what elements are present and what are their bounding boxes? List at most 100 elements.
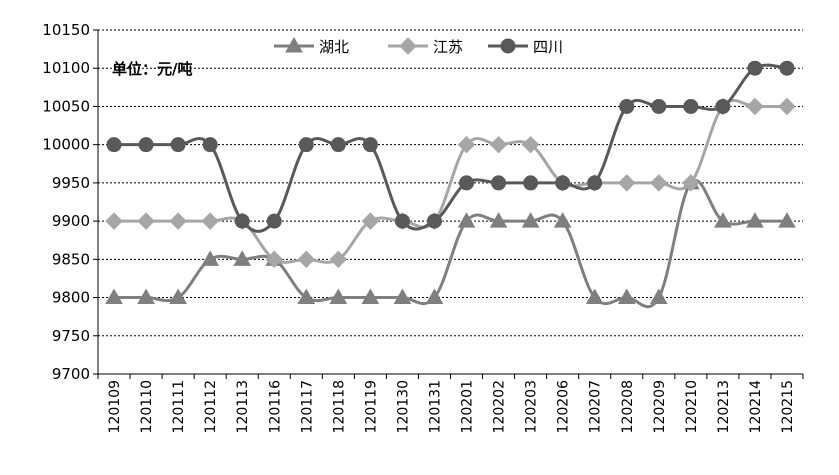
data-point [361, 212, 380, 230]
data-point [266, 213, 282, 229]
axes [93, 29, 804, 379]
data-point [169, 212, 187, 230]
x-tick-label: 120118 [331, 380, 347, 433]
data-point [265, 250, 283, 269]
x-tick-label: 120210 [684, 380, 700, 433]
unit-label: 单位：元/吨 [112, 60, 192, 78]
data-point [393, 288, 412, 305]
x-tick-label: 120112 [203, 380, 219, 433]
y-tick-label: 9800 [52, 289, 90, 307]
data-point [618, 174, 636, 192]
legend: 湖北 江苏 四川 [274, 36, 563, 56]
y-tick-label: 10150 [42, 21, 90, 39]
data-point [619, 98, 635, 114]
data-point [426, 213, 442, 229]
data-point [489, 135, 508, 154]
data-point [105, 288, 123, 305]
legend-label: 湖北 [319, 38, 349, 56]
legend-marker [399, 37, 417, 55]
data-point [425, 288, 444, 305]
data-point [233, 250, 252, 266]
data-point [778, 97, 796, 116]
x-tick-label: 120202 [492, 380, 508, 433]
data-point [746, 212, 764, 228]
x-tick-label: 120209 [652, 380, 668, 433]
data-point [201, 250, 220, 266]
x-tick-label: 120213 [716, 380, 732, 433]
data-point [650, 174, 668, 192]
x-tick-label: 120215 [780, 380, 796, 433]
data-point [106, 137, 122, 153]
data-point [523, 175, 539, 191]
series-0 [105, 173, 796, 309]
x-tick-label: 120109 [107, 380, 123, 433]
data-point [298, 137, 314, 153]
series-line [114, 63, 788, 233]
data-point [683, 98, 699, 114]
y-axis-ticks: 9700 9750 9800 9850 9900 9950 10000 10050 10100 1… [42, 21, 90, 383]
data-point [651, 98, 667, 114]
data-point [649, 288, 668, 305]
data-point [459, 175, 475, 191]
legend-marker [285, 36, 303, 53]
data-point [617, 288, 636, 305]
x-tick-label: 120203 [524, 380, 540, 433]
y-tick-label: 9950 [52, 174, 90, 192]
data-point [137, 288, 155, 305]
data-point [682, 174, 700, 192]
data-point [138, 137, 154, 153]
data-point [457, 212, 476, 228]
data-point [778, 212, 796, 228]
data-point [457, 135, 476, 154]
x-axis-ticks: 120109 120110 120111 120112 120113 120116 1201… [107, 380, 796, 434]
legend-item-1: 江苏 [388, 37, 463, 56]
y-tick-label: 10000 [42, 136, 90, 154]
data-point [169, 288, 187, 305]
legend-label: 江苏 [433, 38, 463, 56]
series-1 [105, 97, 796, 269]
x-tick-label: 120119 [363, 380, 379, 433]
y-tick-label: 10050 [42, 97, 90, 115]
data-point [297, 250, 316, 269]
data-point [329, 250, 348, 269]
legend-label: 四川 [533, 38, 563, 56]
x-tick-label: 120116 [267, 380, 283, 434]
x-tick-label: 120131 [427, 380, 443, 433]
data-point [361, 288, 380, 305]
series-group [105, 60, 796, 309]
legend-item-2: 四川 [488, 38, 563, 56]
y-tick-label: 10100 [42, 59, 90, 77]
series-line [114, 178, 787, 309]
y-tick-label: 9700 [52, 365, 90, 383]
series-2 [106, 60, 795, 233]
x-tick-label: 120130 [395, 380, 411, 433]
data-point [521, 212, 540, 228]
data-point [521, 135, 540, 154]
x-tick-label: 120208 [620, 380, 636, 433]
x-tick-label: 120117 [299, 380, 315, 433]
x-tick-label: 120111 [171, 380, 187, 433]
y-tick-label: 9850 [52, 250, 90, 268]
y-tick-label: 9750 [52, 327, 90, 345]
data-point [491, 175, 507, 191]
x-tick-label: 120206 [556, 380, 572, 434]
data-point [202, 137, 218, 153]
data-point [715, 98, 731, 114]
data-point [170, 137, 186, 153]
x-tick-label: 120207 [588, 380, 604, 433]
data-point [585, 288, 604, 305]
data-point [779, 60, 795, 76]
data-point [201, 212, 219, 230]
data-point [105, 212, 123, 230]
data-point [587, 175, 603, 191]
data-point [362, 137, 378, 153]
x-tick-label: 120110 [139, 380, 155, 433]
data-point [329, 288, 348, 305]
legend-item-0: 湖北 [274, 36, 349, 56]
data-point [297, 288, 316, 305]
x-tick-label: 120201 [460, 380, 476, 433]
data-point [137, 212, 155, 230]
data-point [330, 137, 346, 153]
x-tick-label: 120214 [748, 380, 764, 434]
